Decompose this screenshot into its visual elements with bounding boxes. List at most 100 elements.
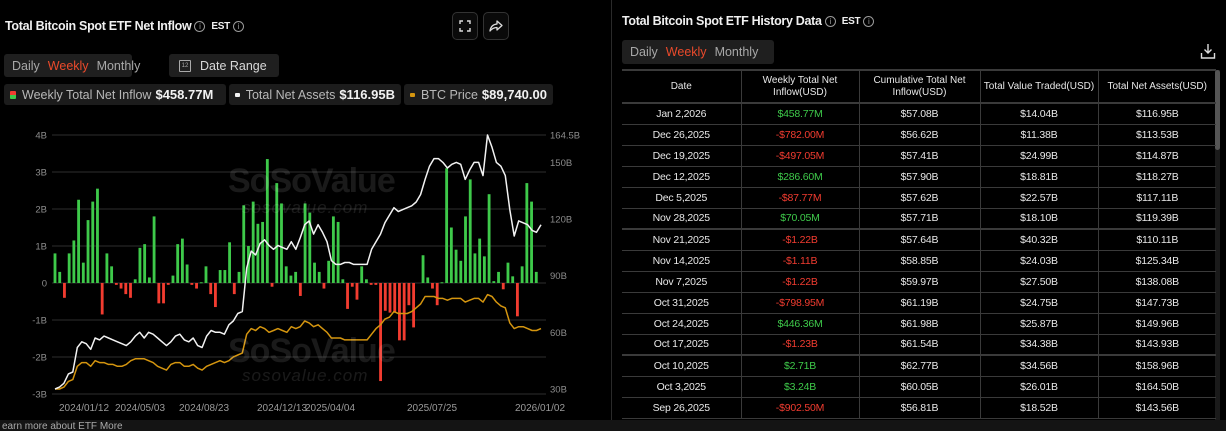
cell-weekly-inflow: $70.05M [741, 208, 860, 230]
tab-weekly[interactable]: Weekly [47, 58, 89, 73]
fullscreen-button[interactable] [452, 12, 478, 40]
cell-traded: $27.50B [980, 271, 1099, 293]
svg-text:2024/01/12: 2024/01/12 [59, 403, 109, 414]
cell-cumulative: $56.81B [859, 397, 981, 419]
legend-value: $89,740.00 [481, 87, 547, 102]
cell-traded: $24.99B [980, 145, 1099, 167]
table-row: Oct 10,2025 $2.71B $62.77B $34.56B $158.96B [622, 355, 1216, 377]
cell-net-assets: $147.73B [1098, 292, 1216, 314]
svg-text:2024/05/03: 2024/05/03 [115, 403, 165, 414]
svg-text:4B: 4B [35, 131, 47, 142]
history-table: Date Weekly Total Net Inflow(USD) Cumula… [622, 69, 1216, 419]
cell-traded: $25.87B [980, 313, 1099, 335]
svg-text:2B: 2B [35, 205, 47, 216]
cell-traded: $26.01B [980, 376, 1099, 398]
cell-date: Nov 28,2025 [622, 208, 742, 230]
history-title-row: Total Bitcoin Spot ETF History Data i EST i [622, 14, 875, 28]
table-row: Dec 12,2025 $286.60M $57.90B $18.81B $118.27… [622, 166, 1216, 188]
table-row: Dec 19,2025 -$497.05M $57.41B $24.99B $114.8… [622, 145, 1216, 167]
svg-text:-1B: -1B [32, 316, 47, 327]
col-weekly-inflow[interactable]: Weekly Total Net Inflow(USD) [741, 69, 860, 104]
cell-date: Nov 14,2025 [622, 250, 742, 272]
cell-traded: $24.03B [980, 250, 1099, 272]
cell-cumulative: $61.19B [859, 292, 981, 314]
cell-net-assets: $114.87B [1098, 145, 1216, 167]
cell-net-assets: $110.11B [1098, 229, 1216, 251]
tab-monthly[interactable]: Monthly [714, 45, 759, 59]
cell-date: Dec 26,2025 [622, 124, 742, 146]
cell-net-assets: $119.39B [1098, 208, 1216, 230]
cell-cumulative: $57.41B [859, 145, 981, 167]
chart-title: Total Bitcoin Spot ETF Net Inflow [5, 19, 192, 33]
footer-link[interactable]: earn more about ETF More [2, 421, 123, 431]
cell-date: Oct 10,2025 [622, 355, 742, 377]
chart-canvas[interactable]: 4B 3B 2B 1B 0 -1B -2B -3B 164.5B 150B 120B 90B 60B 30… [0, 120, 610, 420]
calendar-icon: 12 [179, 59, 191, 72]
tab-weekly[interactable]: Weekly [665, 45, 707, 59]
net-inflow-panel: Total Bitcoin Spot ETF Net Inflow i EST i D… [0, 0, 610, 431]
cell-cumulative: $57.62B [859, 187, 981, 209]
share-icon [489, 20, 503, 32]
svg-text:-2B: -2B [32, 353, 47, 364]
info-icon[interactable]: i [824, 16, 836, 28]
timezone-info-icon[interactable]: i [863, 16, 875, 28]
cell-weekly-inflow: $458.77M [741, 103, 860, 125]
cell-traded: $11.38B [980, 124, 1099, 146]
tab-daily[interactable]: Daily [630, 45, 658, 59]
table-scrollbar[interactable] [1215, 70, 1220, 150]
cell-cumulative: $57.71B [859, 208, 981, 230]
cell-cumulative: $56.62B [859, 124, 981, 146]
svg-text:2026/01/02: 2026/01/02 [515, 403, 565, 414]
table-scroll-track[interactable] [1215, 70, 1220, 420]
legend-net-assets[interactable]: Total Net Assets $116.95B [229, 84, 401, 105]
share-button[interactable] [483, 12, 509, 40]
fullscreen-icon [459, 20, 471, 32]
col-value-traded[interactable]: Total Value Traded(USD) [980, 69, 1099, 104]
cell-weekly-inflow: -$497.05M [741, 145, 860, 167]
history-interval-tabs: Daily Weekly Monthly [622, 40, 774, 64]
cell-weekly-inflow: $286.60M [741, 166, 860, 188]
cell-weekly-inflow: -$1.22B [741, 229, 860, 251]
info-icon[interactable]: i [194, 21, 206, 33]
cell-net-assets: $164.50B [1098, 376, 1216, 398]
cell-weekly-inflow: $3.24B [741, 376, 860, 398]
cell-date: Dec 19,2025 [622, 145, 742, 167]
cell-cumulative: $59.97B [859, 271, 981, 293]
tab-monthly[interactable]: Monthly [96, 58, 141, 73]
table-row: Nov 21,2025 -$1.22B $57.64B $40.32B $110.11B [622, 229, 1216, 251]
legend-net-inflow[interactable]: Weekly Total Net Inflow $458.77M [4, 84, 226, 105]
table-row: Nov 28,2025 $70.05M $57.71B $18.10B $119.39B [622, 208, 1216, 230]
download-button[interactable] [1200, 42, 1216, 60]
svg-text:120B: 120B [550, 215, 572, 226]
table-row: Jan 2,2026 $458.77M $57.08B $14.04B $116.95B [622, 103, 1216, 125]
cell-cumulative: $58.85B [859, 250, 981, 272]
cell-net-assets: $158.96B [1098, 355, 1216, 377]
col-net-assets[interactable]: Total Net Assets(USD) [1098, 69, 1216, 104]
cell-weekly-inflow: $2.71B [741, 355, 860, 377]
download-icon [1200, 44, 1216, 59]
date-range-label: Date Range [200, 58, 267, 73]
timezone-info-icon[interactable]: i [232, 21, 244, 33]
cell-date: Oct 17,2025 [622, 334, 742, 356]
svg-text:1B: 1B [35, 242, 47, 253]
tab-daily[interactable]: Daily [12, 58, 40, 73]
date-range-button[interactable]: 12 Date Range [169, 54, 279, 77]
cell-net-assets: $116.95B [1098, 103, 1216, 125]
cell-cumulative: $62.77B [859, 355, 981, 377]
interval-tabs: Daily Weekly Monthly [4, 54, 140, 77]
legend-btc-price[interactable]: BTC Price $89,740.00 [404, 84, 553, 105]
cell-weekly-inflow: -$1.22B [741, 271, 860, 293]
col-cumulative-inflow[interactable]: Cumulative Total Net Inflow(USD) [859, 69, 981, 104]
col-date[interactable]: Date [622, 69, 742, 104]
cell-date: Sep 26,2025 [622, 397, 742, 419]
legend-label: Weekly Total Net Inflow [22, 87, 152, 102]
history-data-panel: Total Bitcoin Spot ETF History Data i EST i… [611, 0, 1226, 431]
cell-weekly-inflow: -$87.77M [741, 187, 860, 209]
cell-weekly-inflow: -$1.23B [741, 334, 860, 356]
inflow-chart[interactable]: 4B 3B 2B 1B 0 -1B -2B -3B 164.5B 150B 120B 90B 60B 30… [0, 120, 610, 420]
btc-swatch-icon [410, 92, 415, 97]
cell-weekly-inflow: -$798.95M [741, 292, 860, 314]
cell-net-assets: $118.27B [1098, 166, 1216, 188]
cell-traded: $18.52B [980, 397, 1099, 419]
timezone-label: EST [841, 16, 861, 28]
